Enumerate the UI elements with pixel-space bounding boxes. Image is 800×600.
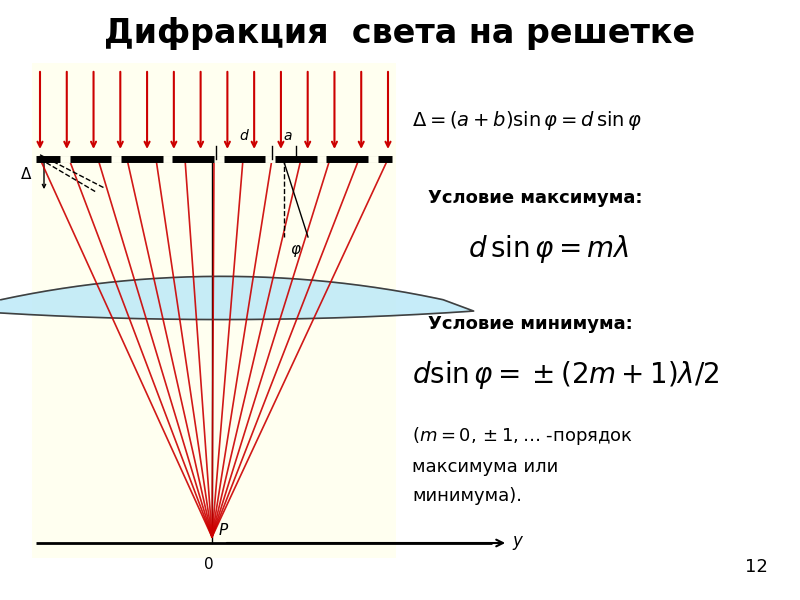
Text: 12: 12 (745, 558, 768, 576)
Text: $y$: $y$ (512, 534, 525, 552)
Text: Дифракция  света на решетке: Дифракция света на решетке (105, 16, 695, 49)
Text: $\Delta = (a+b)\sin\varphi = d\,\sin\varphi$: $\Delta = (a+b)\sin\varphi = d\,\sin\var… (412, 109, 642, 131)
Text: Условие минимума:: Условие минимума: (428, 315, 633, 333)
FancyBboxPatch shape (32, 63, 396, 558)
Text: $d\,\sin\varphi = m\lambda$: $d\,\sin\varphi = m\lambda$ (468, 233, 630, 265)
Text: Условие максимума:: Условие максимума: (428, 189, 642, 207)
Text: $\Delta$: $\Delta$ (20, 166, 32, 182)
Text: $\varphi$: $\varphi$ (290, 243, 302, 259)
Text: $(m = 0, \pm1, \ldots$ -порядок
максимума или
минимума).: $(m = 0, \pm1, \ldots$ -порядок максимум… (412, 425, 633, 505)
Polygon shape (0, 277, 474, 320)
Text: $d$: $d$ (238, 128, 250, 143)
Text: $P$: $P$ (218, 522, 230, 538)
Text: $a$: $a$ (283, 129, 293, 143)
Text: $0$: $0$ (202, 556, 214, 572)
Text: $d\sin\varphi=\pm(2m+1)\lambda/2$: $d\sin\varphi=\pm(2m+1)\lambda/2$ (412, 359, 719, 391)
